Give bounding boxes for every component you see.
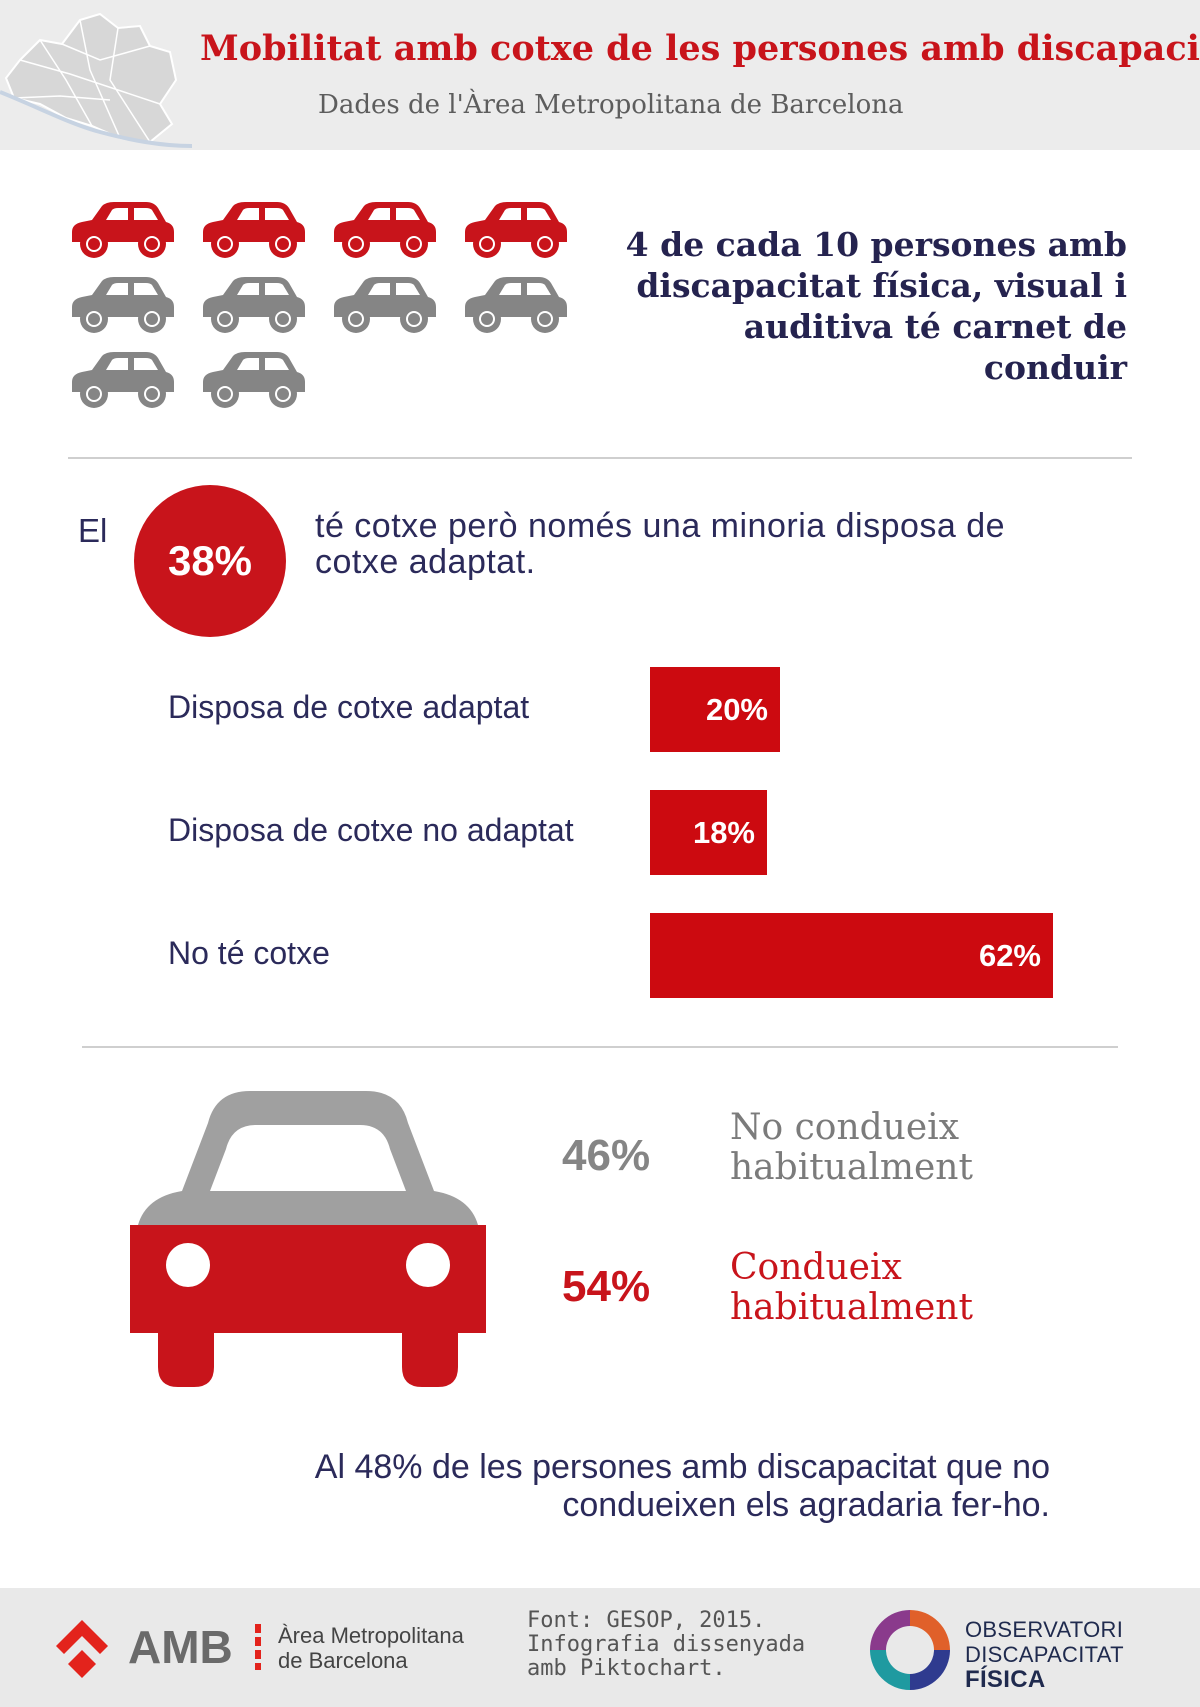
amb-full-name: Àrea Metropolitana de Barcelona [278, 1623, 464, 1673]
car-pictogram-icon [465, 277, 567, 333]
observatori-line-2: DISCAPACITAT [965, 1642, 1124, 1667]
car-pictogram-icon [72, 352, 174, 408]
page-title: Mobilitat amb cotxe de les persones amb … [200, 28, 1200, 69]
amb-abbreviation: AMB [128, 1621, 233, 1673]
not-driving-percent: 46% [562, 1131, 651, 1180]
car-pictogram-icon [203, 352, 305, 408]
divider-middle [82, 1046, 1118, 1048]
divider-top [68, 457, 1132, 459]
bar: 18% [650, 790, 767, 875]
bar: 20% [650, 667, 780, 752]
driving-label: Condueix habitualment [730, 1247, 973, 1328]
driving-percent: 54% [562, 1262, 651, 1311]
bar-category-label: No té cotxe [168, 935, 330, 971]
credit-line-2: Infografia dissenyada [527, 1632, 806, 1657]
car-pictogram-icon [334, 202, 436, 258]
license-statement: 4 de cada 10 persones amb discapacitat f… [625, 225, 1127, 387]
metropolitan-map-icon [0, 12, 192, 148]
car-pictogram-icon [203, 202, 305, 258]
amb-name-line-2: de Barcelona [278, 1648, 408, 1673]
bar-category-label: Disposa de cotxe adaptat [168, 689, 530, 725]
car-pictogram-icon [203, 277, 305, 333]
bar-value-label: 18% [692, 815, 755, 850]
car-front-icon [130, 1091, 486, 1387]
page-subtitle: Dades de l'Àrea Metropolitana de Barcelo… [318, 90, 904, 120]
observatori-logo-icon [870, 1610, 950, 1690]
observatori-name: OBSERVATORI DISCAPACITAT FÍSICA [965, 1617, 1124, 1692]
header: Mobilitat amb cotxe de les persones amb … [0, 0, 1200, 150]
bar-category-label: Disposa de cotxe no adaptat [168, 812, 574, 848]
amb-logo-icon [56, 1620, 108, 1678]
amb-separator-icon [255, 1624, 261, 1670]
car-pictogram-icon [465, 202, 567, 258]
credit-line-1: Font: GESOP, 2015. [527, 1608, 766, 1633]
car-pictogram-icon [334, 277, 436, 333]
footer [0, 1588, 1200, 1707]
ownership-percent-badge: 38% [134, 485, 286, 637]
observatori-line-1: OBSERVATORI [965, 1617, 1124, 1642]
footnote: Al 48% de les persones amb discapacitat … [314, 1448, 1050, 1524]
car-pictogram-icon [72, 202, 174, 258]
ownership-statement: té cotxe però només una minoria disposa … [315, 507, 1006, 581]
not-driving-label: No condueix habitualment [730, 1107, 973, 1188]
source-credits: Font: GESOP, 2015. Infografia dissenyada… [527, 1609, 805, 1681]
credit-line-3: amb Piktochart. [527, 1656, 726, 1681]
bar: 62% [650, 913, 1053, 998]
observatori-line-3: FÍSICA [965, 1666, 1046, 1693]
car-ownership-bar-chart: Disposa de cotxe adaptat 20% Disposa de co… [0, 660, 1200, 1010]
license-pictogram [66, 200, 586, 420]
ownership-prefix: El [78, 512, 108, 549]
bar-value-label: 62% [978, 938, 1041, 973]
car-pictogram-icon [72, 277, 174, 333]
bar-value-label: 20% [705, 692, 768, 727]
amb-name-line-1: Àrea Metropolitana [278, 1623, 464, 1648]
